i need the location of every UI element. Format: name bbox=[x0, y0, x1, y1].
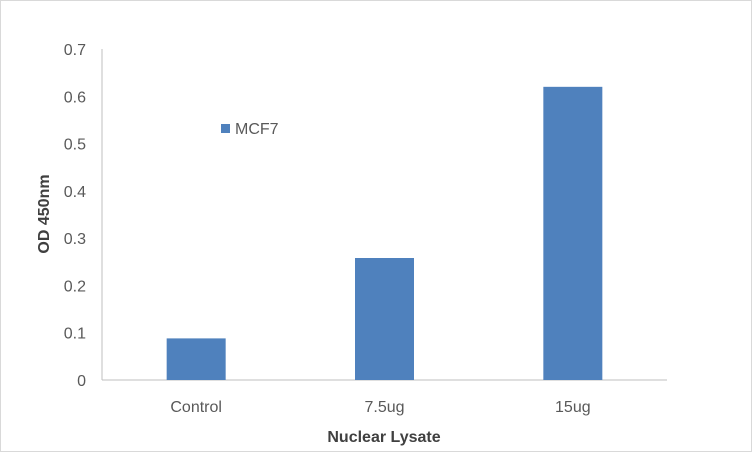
x-tick-label: Control bbox=[170, 399, 222, 416]
bar bbox=[166, 338, 226, 380]
y-tick-label: 0.7 bbox=[64, 42, 86, 59]
y-tick-label: 0.5 bbox=[64, 137, 86, 154]
y-axis-title: OD 450nm bbox=[36, 174, 53, 253]
x-axis-title: Nuclear Lysate bbox=[327, 429, 440, 446]
x-axis: Control 7.5ug 15ug bbox=[170, 399, 590, 416]
y-axis: 0 0.1 0.2 0.3 0.4 0.5 0.6 0.7 bbox=[64, 42, 86, 390]
y-tick-label: 0.3 bbox=[64, 231, 86, 248]
bar bbox=[355, 258, 414, 380]
legend-label: MCF7 bbox=[235, 121, 279, 138]
y-tick-label: 0.2 bbox=[64, 278, 86, 295]
x-tick-label: 15ug bbox=[555, 399, 591, 416]
y-tick-label: 0.1 bbox=[64, 326, 86, 343]
legend-swatch bbox=[221, 124, 230, 133]
y-tick-label: 0 bbox=[77, 373, 86, 390]
bar-series bbox=[166, 86, 603, 380]
y-tick-label: 0.4 bbox=[64, 184, 86, 201]
legend: MCF7 bbox=[221, 121, 279, 138]
x-tick-label: 7.5ug bbox=[364, 399, 404, 416]
y-tick-label: 0.6 bbox=[64, 89, 86, 106]
bar bbox=[543, 86, 603, 380]
